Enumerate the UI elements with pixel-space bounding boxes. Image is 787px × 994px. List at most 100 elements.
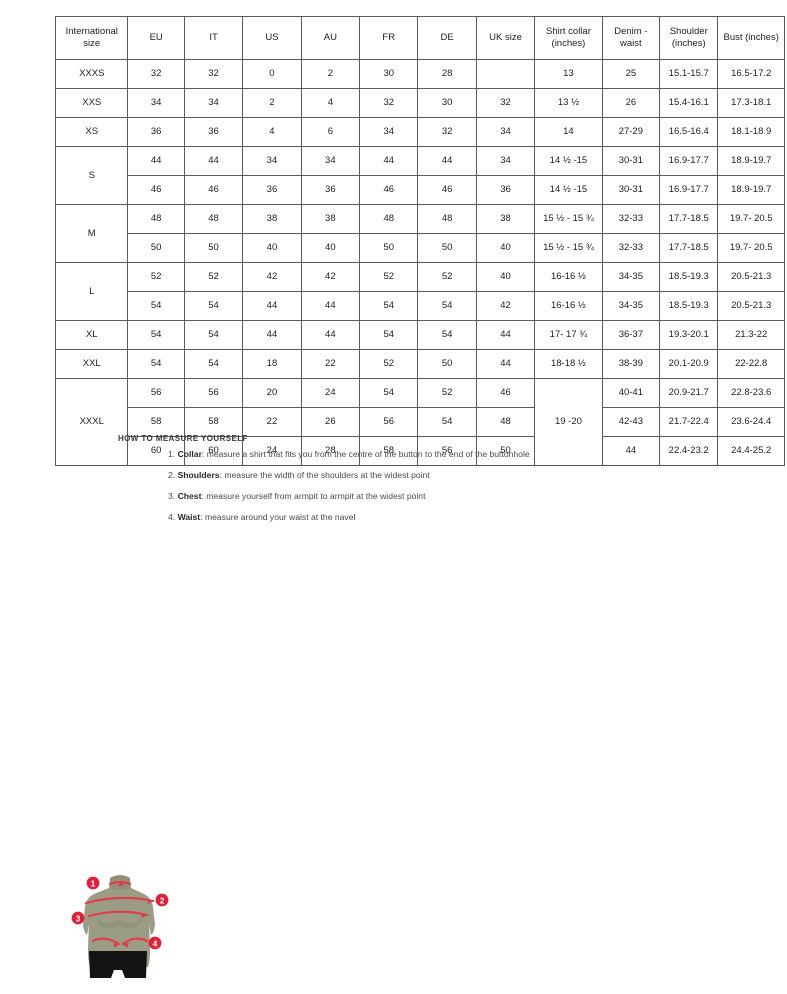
measure-item-waist: 4. Waist: measure around your waist at t… [168,513,728,522]
cell-fr: 54 [359,291,419,321]
cell-de: 52 [417,378,477,408]
cell-fr: 54 [359,378,419,408]
cell-bust: 16.5-17.2 [717,59,785,89]
table-row: 60 60 24 28 58 56 50 44 22.4-23.2 24.4-25.2 [56,436,785,466]
cell-eu: 54 [127,349,185,379]
cell-fr: 44 [359,146,419,176]
cell-us: 22 [242,407,302,437]
measure-item-text: : measure a shirt that fits you from the… [201,449,530,459]
header-line-1: Shirt collar [545,26,591,38]
cell-shoulder: 18.5-19.3 [659,291,719,321]
cell-eu: 56 [127,378,185,408]
cell-shirt-collar: 18-18 ½ [534,349,603,379]
cell-uk-size: 34 [475,117,536,147]
measure-item-label: Shoulders [177,470,220,481]
cell-eu: 44 [127,146,185,176]
svg-text:1: 1 [91,878,96,888]
cell-international-size: XXL [54,349,129,379]
cell-shoulder: 20.1-20.9 [659,349,719,379]
cell-de: 32 [417,117,477,147]
measure-item-text: : measure around your waist at the navel [200,512,356,523]
cell-us: 38 [242,204,302,234]
cell-us: 42 [242,262,302,292]
cell-denim-waist: 26 [601,88,661,118]
cell-de: 46 [417,175,477,205]
cell-uk-size: 42 [475,291,536,321]
cell-bust: 19.7- 20.5 [717,204,785,234]
table-row: 46 46 36 36 46 46 36 14 ½ -15 30-31 16.9-17.7 18.9… [56,175,785,205]
cell-au: 36 [300,175,361,205]
table-row: 58 58 22 26 56 54 48 42-43 21.7-22.4 23.6-24.4 [56,407,785,437]
cell-it: 32 [183,59,244,89]
svg-text:3: 3 [76,913,81,923]
col-header-uk-size: UK size [475,16,536,60]
cell-de: 48 [417,204,477,234]
cell-bust: 19.7- 20.5 [717,233,785,263]
cell-de: 50 [417,349,477,379]
torso-figure-illustration: 1 2 3 4 [60,870,180,994]
col-header-eu: EU [127,16,185,60]
cell-us: 2 [242,88,302,118]
cell-shirt-collar: 14 [534,117,603,147]
col-header-denim-waist: Denim - waist [601,16,661,60]
cell-uk-size: 48 [475,407,536,437]
cell-international-size: M [54,204,129,263]
cell-de: 28 [417,59,477,89]
cell-eu: 48 [127,204,185,234]
svg-text:2: 2 [160,895,165,905]
cell-denim-waist: 27-29 [601,117,661,147]
cell-fr: 52 [359,262,419,292]
cell-fr: 46 [359,175,419,205]
cell-shirt-collar: 15 ½ - 15 ¾ [534,204,603,234]
table-row: L 52 52 42 42 52 52 40 16-16 ½ 34-35 18.5-19.3 20.5… [54,262,785,321]
cell-us: 4 [242,117,302,147]
cell-au: 40 [300,233,361,263]
cell-shirt-collar: 16-16 ½ [534,262,603,292]
table-row: 54 54 44 44 54 54 42 16-16 ½ 34-35 18.5-19.3 20.5-… [56,291,785,321]
cell-uk-size: 40 [475,262,536,292]
header-line-2: (inches) [551,38,586,49]
cell-it: 56 [183,378,244,408]
cell-au: 4 [300,88,361,118]
cell-uk-size: 50 [475,436,536,466]
table-row: XXXS 32 32 0 2 30 28 13 25 15.1-15.7 16.5-17.2 [54,59,785,89]
measure-item-label: Chest [177,491,202,502]
measure-instructions-list: 1. Collar: measure a shirt that fits you… [168,450,728,534]
cell-de: 52 [417,262,477,292]
cell-bust: 20.5-21.3 [717,262,785,292]
cell-uk-size: 44 [475,320,536,350]
cell-eu: 34 [127,88,185,118]
cell-us: 20 [242,378,302,408]
cell-international-size: XL [54,320,129,350]
cell-shoulder: 18.5-19.3 [659,262,719,292]
cell-it: 46 [183,175,244,205]
table-body: XXXS 32 32 0 2 30 28 13 25 15.1-15.7 16.5-17.2 XXS 3… [54,59,785,466]
cell-shoulder: 17.7-18.5 [659,204,719,234]
col-header-us: US [242,16,302,60]
table-row: XXL 54 54 18 22 52 50 44 18-18 ½ 38-39 20.1-20.9 22… [54,349,785,379]
cell-shirt-collar: 15 ½ - 15 ¾ [534,233,603,263]
cell-eu: 52 [127,262,185,292]
cell-uk-size: 46 [475,378,536,408]
cell-shoulder: 16.9-17.7 [659,175,719,205]
header-line-1: International [65,26,118,38]
cell-shirt-collar: 16-16 ½ [534,291,603,321]
cell-it: 50 [183,233,244,263]
cell-it: 34 [183,88,244,118]
cell-au: 2 [300,59,361,89]
cell-us: 44 [242,291,302,321]
col-header-fr: FR [359,16,419,60]
cell-it: 36 [183,117,244,147]
cell-fr: 56 [359,407,419,437]
cell-denim-waist: 25 [601,59,661,89]
cell-eu: 32 [127,59,185,89]
cell-bust: 24.4-25.2 [717,436,785,466]
cell-international-size: L [54,262,129,321]
cell-fr: 34 [359,117,419,147]
header-line-2: waist [620,38,642,49]
measure-item-number: 2. [168,470,176,481]
measure-item-chest: 3. Chest: measure yourself from armpit t… [168,492,728,501]
cell-eu: 46 [127,175,185,205]
table-row: S 44 44 34 34 44 44 34 14 ½ -15 30-31 16.9-17.7 18.… [54,146,785,205]
cell-denim-waist: 38-39 [601,349,661,379]
